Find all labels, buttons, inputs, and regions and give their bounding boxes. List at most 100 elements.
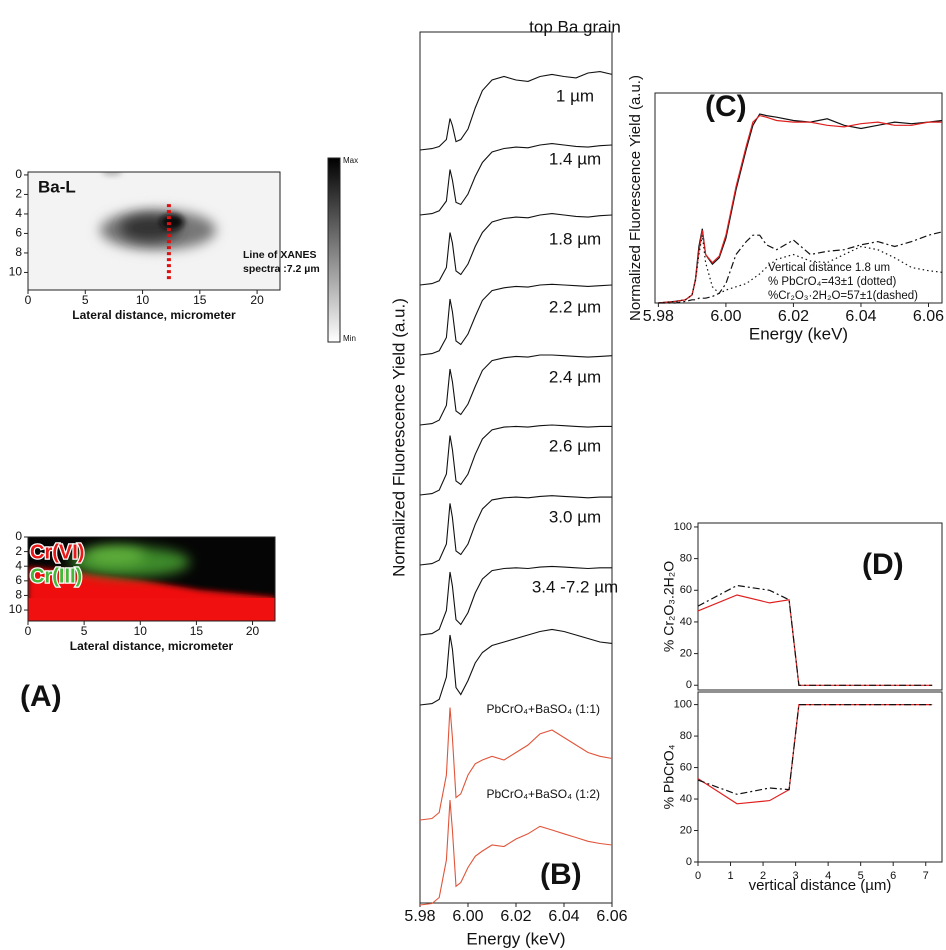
x-tick-label: 0 [695, 870, 701, 882]
fit-annotation: % PbCrO₄=43±1 (dotted) [768, 276, 896, 288]
map-annotation: spectra :7.2 µm [243, 263, 320, 275]
spectrum-label: 1 µm [556, 86, 594, 105]
y-axis-label: % Cr₂O₃.2H₂O [661, 561, 677, 652]
spectrum [419, 707, 613, 821]
y-tick-label: 2 [15, 187, 22, 201]
map-label: Ba-L [38, 177, 76, 196]
spectrum-label: 2.2 µm [549, 297, 601, 316]
x-tick-label: 6.02 [778, 308, 809, 325]
spectrum-label: PbCrO₄+BaSO₄ (1:2) [486, 787, 600, 801]
x-axis-label: vertical distance (µm) [749, 877, 892, 894]
x-tick-label: 6.04 [845, 308, 876, 325]
y-tick-label: 0 [15, 167, 22, 181]
x-tick-label: 10 [134, 624, 148, 638]
spectrum [419, 354, 613, 426]
x-tick-label: 15 [190, 624, 204, 638]
x-tick-label: 3 [793, 870, 799, 882]
x-tick-label: 0 [25, 293, 32, 307]
x-tick-label: 0 [25, 624, 32, 638]
plot-frame [27, 536, 276, 622]
colorbar [327, 157, 341, 343]
y-tick-label: 80 [680, 730, 692, 742]
y-tick-label: 0 [686, 856, 692, 868]
y-tick-label: 100 [674, 698, 692, 710]
series-line [658, 231, 943, 304]
spectrum [419, 283, 613, 356]
y-tick-label: 80 [680, 553, 692, 565]
spectrum [419, 799, 613, 906]
series-line [697, 594, 933, 686]
spectrum-label: 3.0 µm [549, 507, 601, 526]
plot-frame [27, 171, 281, 291]
series-line [697, 704, 933, 795]
spectrum [419, 565, 612, 636]
species-label: Cr(III) [30, 565, 82, 587]
panel-label: (D) [862, 548, 904, 581]
spectrum [419, 143, 613, 216]
x-tick-label: 4 [825, 870, 831, 882]
y-tick-label: 100 [674, 521, 692, 533]
x-tick-label: 7 [923, 870, 929, 882]
y-tick-label: 40 [680, 793, 692, 805]
colorbar-label: Max [343, 156, 358, 165]
panel-label: (B) [540, 858, 582, 891]
y-tick-label: 6 [15, 226, 22, 240]
x-tick-label: 20 [246, 624, 260, 638]
fit-annotation: %Cr₂O₃·2H₂O=57±1(dashed) [768, 290, 918, 302]
x-tick-label: 6.06 [913, 308, 944, 325]
spectrum-label: top Ba grain [529, 17, 621, 36]
y-tick-label: 8 [15, 245, 22, 259]
spectrum [419, 71, 613, 151]
spectrum [419, 213, 613, 286]
colorbar-label: Min [343, 334, 356, 343]
x-axis-label: Energy (keV) [749, 324, 848, 343]
x-tick-label: 2 [760, 870, 766, 882]
x-tick-label: 10 [136, 293, 150, 307]
spectrum-label: 2.6 µm [549, 436, 601, 455]
plot-frame [654, 92, 943, 304]
series-line [697, 704, 933, 805]
fit-annotation: Vertical distance 1.8 um [768, 262, 890, 274]
plot-frame [697, 522, 943, 691]
x-tick-label: 15 [193, 293, 207, 307]
x-tick-label: 5 [81, 624, 88, 638]
spectrum-label: 3.4 -7.2 µm [532, 577, 618, 596]
x-tick-label: 6 [890, 870, 896, 882]
y-tick-label: 20 [680, 647, 692, 659]
y-tick-label: 60 [680, 761, 692, 773]
y-tick-label: 10 [9, 265, 23, 279]
y-tick-label: 2 [15, 544, 22, 558]
x-axis-label: Lateral distance, micrometer [72, 308, 236, 322]
y-tick-label: 60 [680, 584, 692, 596]
spectrum-label: PbCrO₄+BaSO₄ (1:1) [486, 702, 600, 716]
plot-frame [697, 691, 943, 863]
spectrum-label: 1.8 µm [549, 229, 601, 248]
y-tick-label: 0 [686, 679, 692, 691]
species-label: Cr(VI) [30, 541, 84, 563]
spectrum [419, 495, 612, 566]
y-tick-label: 20 [680, 824, 692, 836]
spectrum-label: 2.4 µm [549, 367, 601, 386]
series-line [658, 235, 943, 304]
x-axis-label: Energy (keV) [466, 929, 565, 948]
panel-label: (A) [20, 680, 62, 713]
map-annotation: Line of XANES [243, 249, 317, 261]
x-tick-label: 5.98 [404, 908, 435, 925]
x-tick-label: 20 [250, 293, 264, 307]
x-tick-label: 6.06 [596, 908, 627, 925]
x-tick-label: 6.00 [710, 308, 741, 325]
y-axis-label: Normalized Fluorescence Yield (a.u.) [389, 298, 408, 577]
x-tick-label: 5.98 [643, 308, 674, 325]
x-tick-label: 5 [858, 870, 864, 882]
spectrum-label: 1.4 µm [549, 149, 601, 168]
spectrum [419, 424, 612, 496]
x-tick-label: 6.04 [548, 908, 579, 925]
panel-label: (C) [705, 90, 747, 123]
x-tick-label: 6.02 [500, 908, 531, 925]
x-tick-label: 6.00 [452, 908, 483, 925]
series-line [658, 113, 943, 304]
y-tick-label: 4 [15, 206, 22, 220]
y-tick-label: 0 [15, 529, 22, 543]
